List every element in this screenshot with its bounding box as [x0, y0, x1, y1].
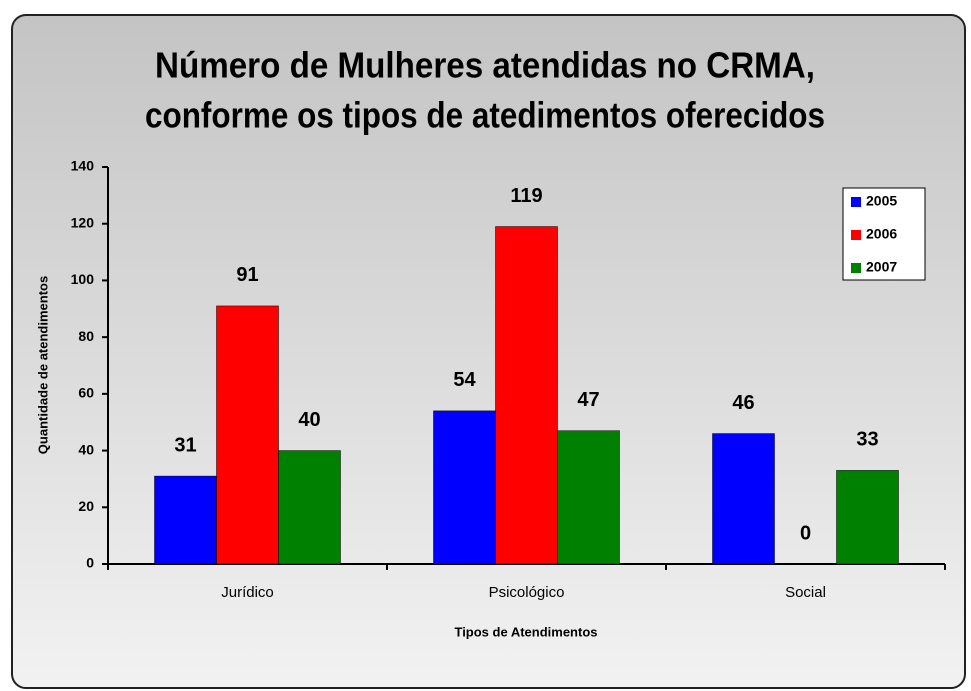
y-tick-label: 140 — [71, 158, 95, 174]
y-tick-label: 40 — [78, 441, 94, 457]
bar — [433, 410, 496, 565]
x-tick-label: Psicológico — [489, 584, 565, 601]
data-label: 54 — [453, 369, 476, 391]
data-label: 91 — [236, 264, 258, 286]
legend-label: 2007 — [866, 259, 897, 275]
x-tick-label: Jurídico — [221, 584, 274, 601]
data-label: 46 — [732, 392, 754, 414]
bar — [836, 470, 899, 565]
data-label: 40 — [298, 409, 320, 431]
bar — [712, 433, 775, 565]
y-tick-label: 100 — [71, 271, 95, 287]
data-label: 119 — [510, 185, 542, 207]
chart-title: conforme os tipos de atedimentos ofereci… — [145, 95, 825, 136]
data-label: 0 — [800, 522, 811, 544]
y-tick-label: 20 — [78, 498, 94, 514]
x-tick-label: Social — [785, 584, 826, 601]
legend-swatch — [851, 263, 861, 273]
data-label: 31 — [174, 434, 196, 456]
y-tick-label: 80 — [78, 328, 94, 344]
bar — [154, 475, 217, 565]
y-tick-label: 0 — [86, 555, 94, 571]
legend-label: 2006 — [866, 226, 897, 242]
x-axis-label: Tipos de Atendimentos — [454, 624, 597, 639]
y-tick-label: 120 — [71, 214, 95, 230]
bar — [557, 430, 620, 565]
legend-label: 2005 — [866, 193, 897, 209]
data-label: 47 — [577, 389, 599, 411]
y-axis-label: Quantidade de atendimentos — [35, 276, 50, 454]
bar — [278, 450, 341, 565]
bar — [216, 305, 279, 565]
y-tick-label: 60 — [78, 385, 94, 401]
legend-swatch — [851, 230, 861, 240]
data-label: 33 — [856, 429, 878, 451]
legend-swatch — [851, 197, 861, 207]
chart-title: Número de Mulheres atendidas no CRMA, — [155, 45, 815, 86]
bar — [495, 226, 558, 565]
